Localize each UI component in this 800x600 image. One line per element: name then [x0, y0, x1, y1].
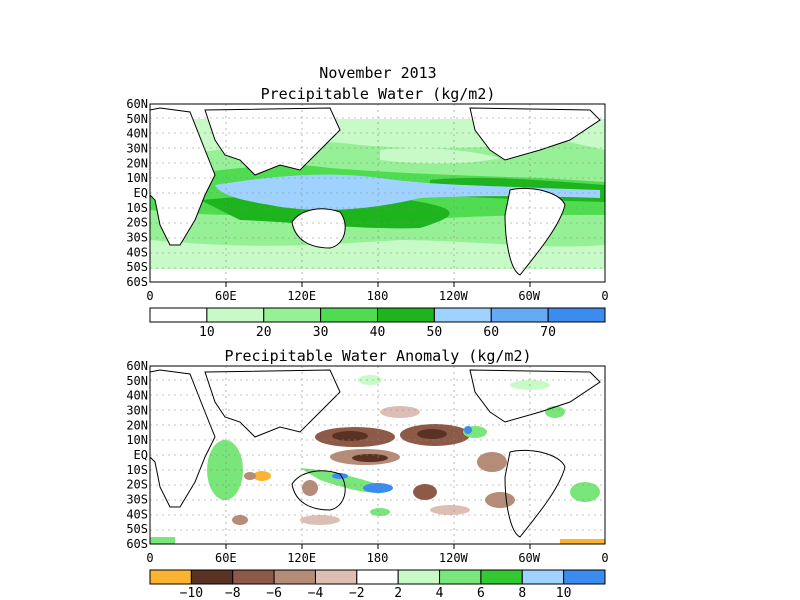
lon-label: 180: [367, 289, 389, 303]
lon-label: 60E: [215, 289, 237, 303]
bottom-lon-labels: 0 60E 120E 180 120W 60W 0: [146, 551, 608, 565]
lon-label: 0: [601, 551, 608, 565]
top-lon-labels: 0 60E 120E 180 120W 60W 0: [146, 289, 608, 303]
lat-label: 60S: [126, 275, 148, 289]
lat-label: 40N: [126, 127, 148, 141]
lat-label: EQ: [134, 186, 148, 200]
colorbar-swatch: [206, 307, 265, 323]
lat-label: 10S: [126, 201, 148, 215]
top-map-title: Precipitable Water (kg/m2): [261, 85, 496, 103]
lat-label: 40S: [126, 245, 148, 259]
bottom-map-title: Precipitable Water Anomaly (kg/m2): [224, 347, 531, 365]
colorbar-swatch: [190, 569, 234, 585]
colorbar-swatch: [521, 569, 565, 585]
colorbar-label: 10: [199, 325, 215, 340]
lat-label: 20S: [126, 216, 148, 230]
month-title: November 2013: [319, 64, 436, 82]
lat-label: 30N: [126, 142, 148, 156]
colorbar-swatch: [149, 569, 192, 585]
lat-label: 40N: [126, 389, 148, 403]
lat-label: 30N: [126, 404, 148, 418]
colorbar-swatch: [377, 307, 435, 323]
lon-label: 120E: [287, 289, 316, 303]
colorbar-swatch: [439, 569, 482, 585]
lon-label: 120W: [439, 551, 469, 565]
colorbar-swatch: [480, 569, 523, 585]
colorbar-label: 70: [540, 325, 556, 340]
colorbar-swatch: [314, 569, 358, 585]
colorbar-swatch: [320, 307, 378, 323]
colorbar-label: 30: [313, 325, 329, 340]
colorbar-swatch: [490, 307, 549, 323]
colorbar-swatch: [232, 569, 275, 585]
lon-label: 0: [601, 289, 608, 303]
top-map-field: [150, 104, 605, 282]
colorbar-swatch: [563, 569, 606, 585]
lat-label: 10N: [126, 433, 148, 447]
lat-label: EQ: [134, 448, 148, 462]
lat-label: 20N: [126, 418, 148, 432]
colorbar-swatch: [263, 307, 322, 323]
colorbar-label: −6: [266, 586, 282, 600]
colorbar-label: 6: [477, 586, 485, 600]
colorbar-label: 4: [436, 586, 444, 600]
colorbar-swatch: [273, 569, 316, 585]
colorbar-label: 10: [556, 586, 572, 600]
colorbar-swatch: [149, 307, 208, 323]
colorbar-swatch: [547, 307, 606, 323]
lon-label: 120W: [439, 289, 469, 303]
lon-label: 0: [146, 289, 153, 303]
bottom-map-grid: [150, 366, 605, 544]
colorbar-label: 2: [394, 586, 402, 600]
top-colorbar: 10 20 30 40 50 60 70: [149, 307, 606, 340]
lat-label: 20N: [126, 156, 148, 170]
lat-label: 60S: [126, 537, 148, 551]
lat-label: 60N: [126, 359, 148, 373]
colorbar-label: 60: [483, 325, 499, 340]
lon-label: 180: [367, 551, 389, 565]
colorbar-label: −2: [349, 586, 365, 600]
lon-label: 120E: [287, 551, 316, 565]
lat-label: 60N: [126, 97, 148, 111]
lat-label: 50N: [126, 112, 148, 126]
colorbar-label: −8: [225, 586, 241, 600]
lat-label: 50S: [126, 522, 148, 536]
colorbar-label: −10: [180, 586, 203, 600]
colorbar-swatch: [356, 569, 399, 585]
colorbar-swatch: [433, 307, 492, 323]
colorbar-label: 40: [370, 325, 386, 340]
lon-label: 60E: [215, 551, 237, 565]
lon-label: 60W: [518, 551, 540, 565]
lat-label: 30S: [126, 493, 148, 507]
top-map-grid: [150, 104, 605, 282]
lat-label: 30S: [126, 231, 148, 245]
colorbar-label: 8: [518, 586, 526, 600]
lat-label: 50N: [126, 374, 148, 388]
lat-label: 20S: [126, 478, 148, 492]
lat-label: 10N: [126, 171, 148, 185]
lon-label: 0: [146, 551, 153, 565]
colorbar-label: 50: [427, 325, 443, 340]
lat-label: 50S: [126, 260, 148, 274]
colorbar-label: 20: [256, 325, 272, 340]
lat-label: 10S: [126, 463, 148, 477]
colorbar-swatch: [397, 569, 441, 585]
lon-label: 60W: [518, 289, 540, 303]
bottom-colorbar: −10 −8 −6 −4 −2 2 4 6 8 10: [149, 569, 606, 600]
lat-label: 40S: [126, 507, 148, 521]
colorbar-label: −4: [308, 586, 324, 600]
